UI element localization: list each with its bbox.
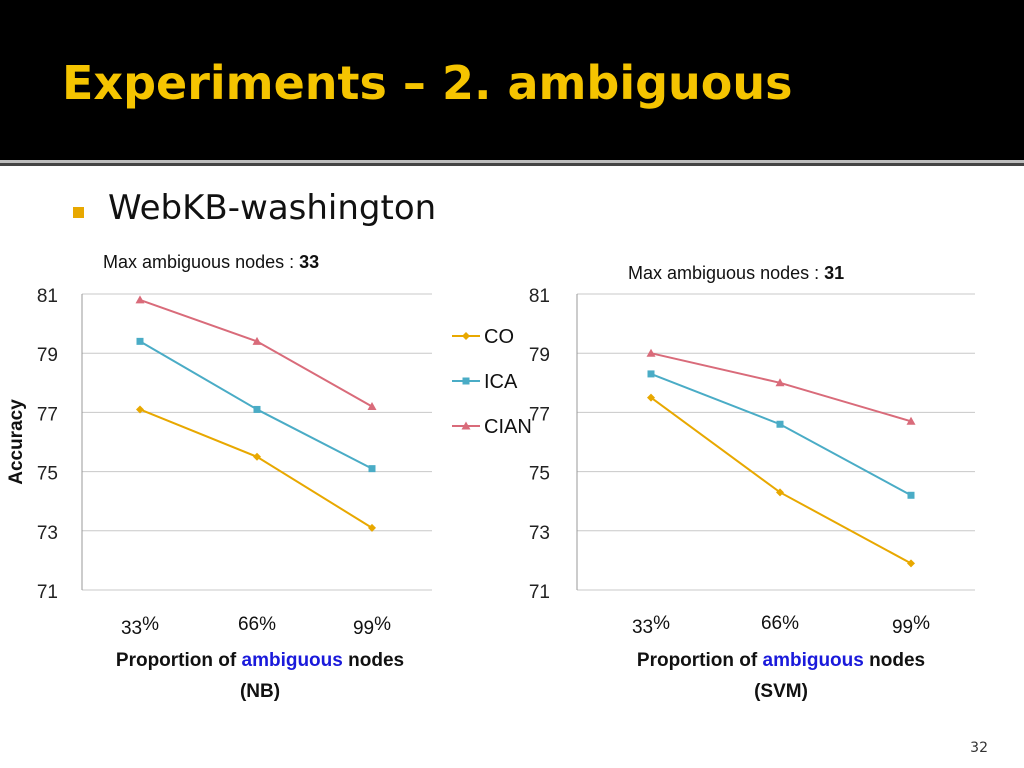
data-point-ica (907, 491, 915, 499)
legend-label-ica: ICA (484, 371, 518, 393)
data-point-ica (253, 405, 261, 413)
data-point-cian (906, 416, 916, 425)
y-tick-label: 77 (37, 404, 58, 425)
max-ambiguous-note: Max ambiguous nodes : 31 (628, 263, 844, 283)
y-tick-label: 75 (37, 464, 58, 485)
series-line-ica (650, 372, 912, 497)
y-tick-label: 73 (529, 523, 550, 544)
data-point-co (136, 405, 144, 414)
data-point-cian (252, 336, 262, 345)
chart-1: 81 79 77 75 73 71 Max ambiguous nodes : 33 33% 6… (6, 252, 432, 702)
legend-marker-cian (461, 421, 471, 430)
title-divider-dark (0, 163, 1024, 166)
y-tick-label: 73 (37, 523, 58, 544)
y-tick-label: 71 (529, 582, 550, 603)
legend: CO ICA CIAN (452, 326, 532, 438)
series-line-co (139, 408, 373, 529)
y-tick-label: 71 (37, 582, 58, 603)
x-tick-label: 66% (238, 614, 276, 635)
max-ambiguous-note: Max ambiguous nodes : 33 (103, 252, 319, 272)
bullet-square-icon (73, 207, 84, 218)
legend-marker-co (462, 332, 470, 340)
page-number: 32 (970, 740, 988, 756)
data-point-cian (367, 401, 377, 410)
y-tick-label: 79 (529, 345, 550, 366)
x-axis-sublabel: (SVM) (754, 681, 808, 702)
legend-marker-ica (462, 377, 470, 385)
data-point-ica (776, 420, 784, 428)
data-point-cian (775, 378, 785, 387)
x-tick-label: 33% (632, 613, 670, 638)
chart-2: 81 79 77 75 73 71 Max ambiguous nodes : 31 33% 6… (529, 263, 975, 702)
y-tick-label: 75 (529, 464, 550, 485)
y-tick-label: 79 (37, 345, 58, 366)
series-line-ica (139, 340, 373, 470)
data-point-co (253, 452, 261, 461)
data-point-cian (135, 295, 145, 304)
slide-title: Experiments – 2. ambiguous (62, 56, 793, 110)
y-tick-label: 81 (529, 286, 550, 307)
data-point-co (647, 393, 655, 402)
y-tick-label: 81 (37, 286, 58, 307)
data-point-ica (368, 465, 376, 473)
legend-label-cian: CIAN (484, 416, 532, 438)
x-axis-sublabel: (NB) (240, 681, 280, 702)
data-point-ica (136, 337, 144, 345)
x-tick-label: 99% (353, 614, 391, 639)
data-point-ica (647, 370, 655, 378)
data-point-co (368, 523, 376, 532)
series-line-cian (650, 352, 912, 423)
data-point-co (907, 559, 915, 568)
x-tick-label: 33% (121, 614, 159, 639)
x-axis-label: Proportion of ambiguous nodes (637, 650, 925, 671)
slide-subtitle: WebKB-washington (108, 188, 437, 228)
y-tick-label: 77 (529, 404, 550, 425)
data-point-co (776, 488, 784, 497)
title-divider-light (0, 160, 1024, 163)
x-tick-label: 66% (761, 613, 799, 634)
x-tick-label: 99% (892, 613, 930, 638)
title-bar: Experiments – 2. ambiguous (0, 0, 1024, 160)
y-axis-label: Accuracy (6, 399, 27, 485)
legend-label-co: CO (484, 326, 514, 348)
data-point-cian (646, 348, 656, 357)
x-axis-label: Proportion of ambiguous nodes (116, 650, 404, 671)
